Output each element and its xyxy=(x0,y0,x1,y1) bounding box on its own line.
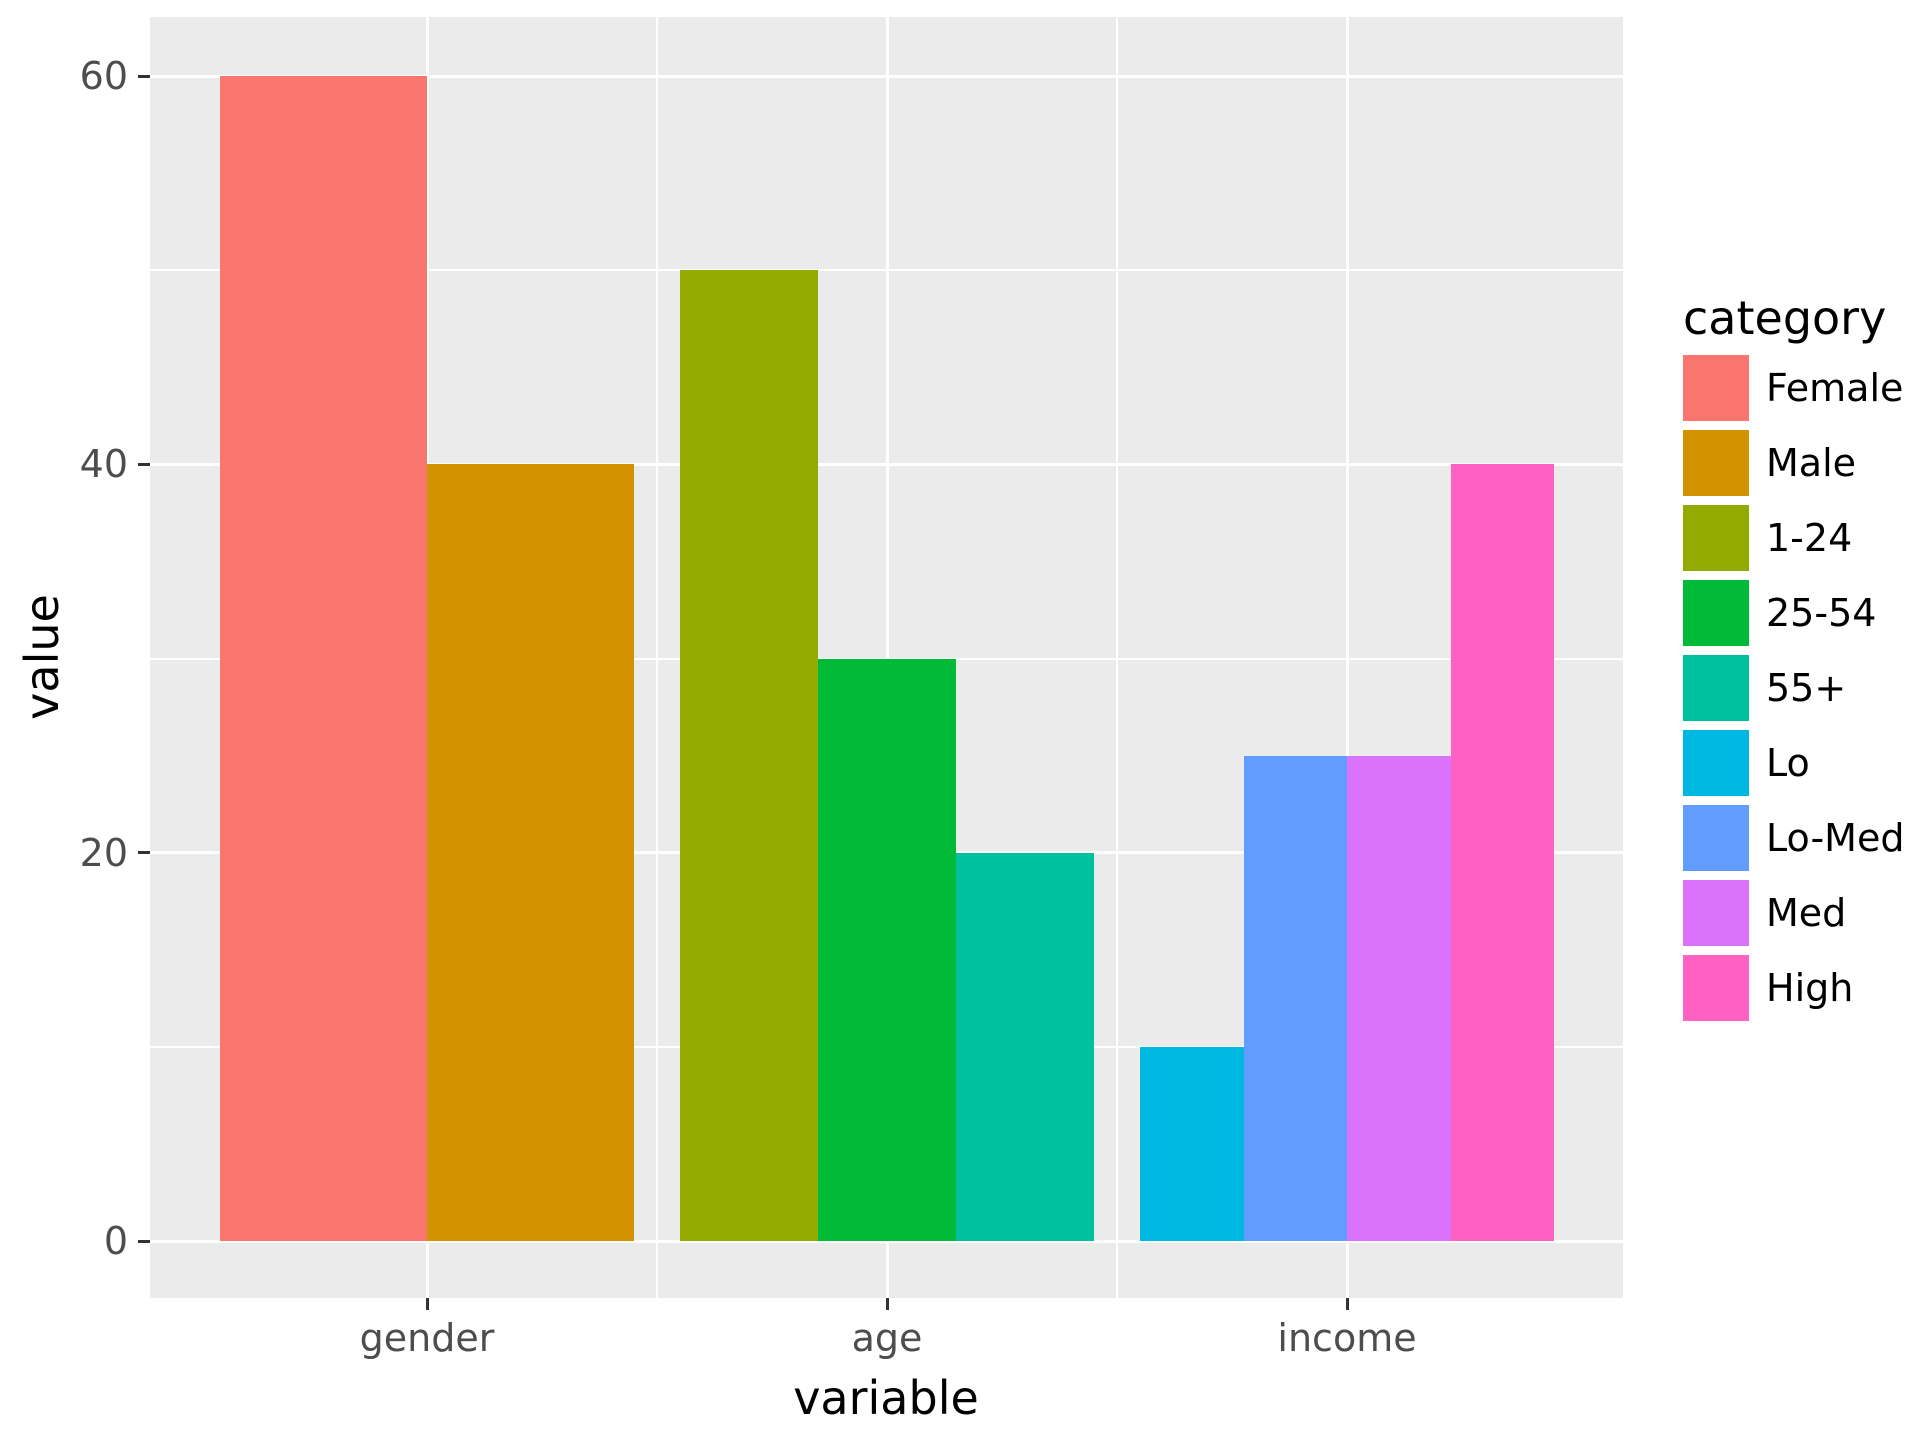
legend-label-med: Med xyxy=(1766,891,1847,935)
bar-female xyxy=(220,76,427,1241)
x-tick-label-gender: gender xyxy=(359,1316,495,1360)
legend-item-female: Female xyxy=(1683,355,1903,421)
y-tick-mark-20 xyxy=(138,851,150,855)
legend-key-25-54 xyxy=(1683,580,1749,646)
legend-item-high: High xyxy=(1683,955,1853,1021)
gridline-major-y xyxy=(150,462,1623,466)
gridline-minor-y xyxy=(150,269,1623,272)
bar-55 xyxy=(956,852,1094,1241)
legend-item-lo-med: Lo-Med xyxy=(1683,805,1904,871)
gridline-major-y xyxy=(150,1239,1623,1243)
x-axis-title: variable xyxy=(793,1371,979,1425)
legend-label-25-54: 25-54 xyxy=(1766,591,1877,635)
legend-item-25-54: 25-54 xyxy=(1683,580,1876,646)
legend-label-lo-med: Lo-Med xyxy=(1766,816,1905,860)
legend-key-55 xyxy=(1683,655,1749,721)
y-axis-title: value xyxy=(15,594,69,720)
x-tick-label-age: age xyxy=(851,1316,923,1360)
y-tick-mark-0 xyxy=(138,1239,150,1243)
gridline-major-y xyxy=(150,74,1623,78)
y-tick-label-20: 20 xyxy=(79,830,128,875)
legend-label-high: High xyxy=(1766,966,1854,1010)
legend-key-female xyxy=(1683,355,1749,421)
y-tick-label-60: 60 xyxy=(79,54,128,98)
bar-lo xyxy=(1140,1046,1244,1241)
bar-high xyxy=(1450,464,1554,1241)
bar-lo-med xyxy=(1243,755,1347,1241)
legend-label-lo: Lo xyxy=(1766,741,1810,785)
legend-label-55: 55+ xyxy=(1766,666,1847,710)
legend-label-male: Male xyxy=(1766,441,1857,485)
bar-1-24 xyxy=(680,270,818,1241)
legend-key-1-24 xyxy=(1683,505,1749,571)
x-tick-label-income: income xyxy=(1277,1316,1417,1360)
x-tick-mark-age xyxy=(885,1298,889,1310)
y-tick-label-40: 40 xyxy=(79,442,128,487)
y-tick-mark-40 xyxy=(138,462,150,466)
legend-item-male: Male xyxy=(1683,430,1856,496)
legend-item-1-24: 1-24 xyxy=(1683,505,1852,571)
legend-label-female: Female xyxy=(1766,366,1904,410)
legend-item-lo: Lo xyxy=(1683,730,1810,796)
legend-key-lo xyxy=(1683,730,1749,796)
legend-key-male xyxy=(1683,430,1749,496)
bar-male xyxy=(427,464,634,1241)
legend-item-med: Med xyxy=(1683,880,1846,946)
y-tick-mark-60 xyxy=(138,74,150,78)
legend-title: category xyxy=(1683,291,1887,345)
bar-25-54 xyxy=(818,658,956,1241)
legend-key-med xyxy=(1683,880,1749,946)
x-tick-mark-gender xyxy=(425,1298,429,1310)
y-tick-label-0: 0 xyxy=(103,1219,128,1263)
legend-label-1-24: 1-24 xyxy=(1766,516,1853,560)
legend-key-lo-med xyxy=(1683,805,1749,871)
legend-item-55: 55+ xyxy=(1683,655,1846,721)
bar-med xyxy=(1347,755,1451,1241)
legend-key-high xyxy=(1683,955,1749,1021)
x-tick-mark-income xyxy=(1345,1298,1349,1310)
